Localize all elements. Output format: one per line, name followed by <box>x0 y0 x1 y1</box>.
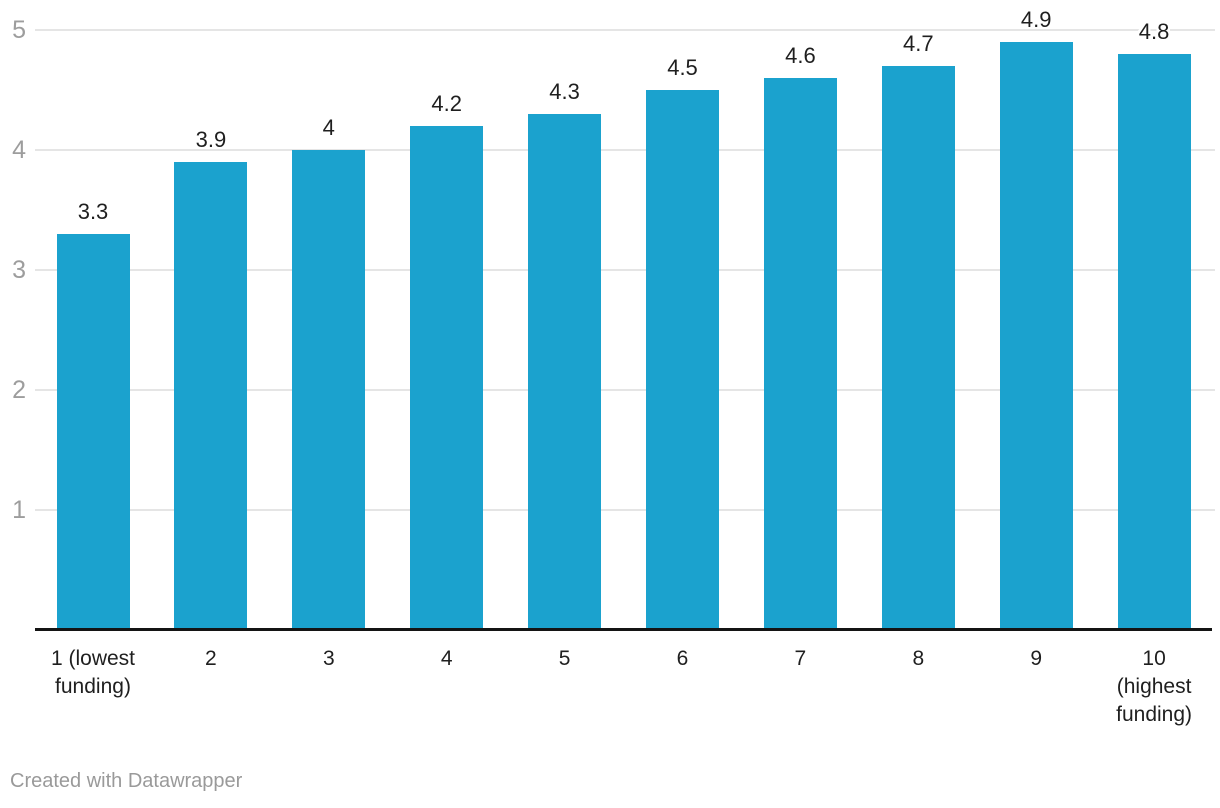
x-axis-label: 9 <box>961 645 1111 673</box>
bar <box>410 126 484 630</box>
x-axis-label-line: 4 <box>440 647 453 670</box>
bar <box>881 66 955 630</box>
bar <box>1117 54 1191 630</box>
bar-value-label: 4.9 <box>1020 7 1052 32</box>
x-axis-label-line: 5 <box>558 647 571 670</box>
x-axis-label-line: 9 <box>1030 647 1043 670</box>
x-axis-label-line: 10 <box>1142 647 1166 670</box>
bar <box>174 162 248 630</box>
bar-value-label: 4 <box>322 115 335 140</box>
y-tick-label: 1 <box>12 496 26 524</box>
y-gridline <box>35 29 1215 31</box>
bar-value-label: 3.9 <box>195 127 227 152</box>
bar <box>528 114 602 630</box>
x-axis-label-line: 2 <box>205 647 217 670</box>
bar-value-label: 4.8 <box>1138 19 1170 44</box>
x-axis-label: 7 <box>725 645 875 673</box>
y-gridline <box>35 269 1215 271</box>
bar-value-label: 4.5 <box>667 55 698 80</box>
x-axis-label: 8 <box>843 645 993 673</box>
y-tick-label: 4 <box>12 136 26 164</box>
x-axis-label: 4 <box>372 645 522 673</box>
x-axis-label-line: funding) <box>1116 703 1193 726</box>
y-gridline <box>35 149 1215 151</box>
y-tick-label: 3 <box>12 256 26 284</box>
x-axis-label-line: (highest <box>1116 675 1192 698</box>
bar <box>999 42 1073 630</box>
bar <box>56 234 130 630</box>
x-axis-label-line: 3 <box>322 647 335 670</box>
x-axis-label-line: 1 (lowest <box>50 647 136 670</box>
y-tick-label: 5 <box>12 16 26 44</box>
bar-value-label: 4.2 <box>431 91 462 116</box>
bar-value-label: 4.3 <box>549 79 580 104</box>
plot-area: 1 2 3 4 5 3.3 1 (lowest funding) 3.9 2 4 3 4.2 4 4.3 5 4… <box>12 7 1220 729</box>
datawrapper-credit-link[interactable]: Created with Datawrapper <box>10 770 243 792</box>
x-axis-label: 2 <box>136 645 286 673</box>
x-axis-label: 1 (lowest funding) <box>18 645 168 701</box>
x-axis-label: 10 (highest funding) <box>1079 645 1220 729</box>
x-axis-line <box>35 628 1212 631</box>
y-gridline <box>35 509 1215 511</box>
x-axis-label: 6 <box>608 645 758 673</box>
bar-value-label: 3.3 <box>77 199 109 224</box>
x-axis-label: 3 <box>254 645 404 673</box>
bar <box>292 150 366 630</box>
x-axis-label-line: 6 <box>676 647 689 670</box>
x-axis-label-line: 8 <box>912 647 925 670</box>
bar-value-label: 4.7 <box>903 31 934 56</box>
x-axis-label: 5 <box>490 645 640 673</box>
y-gridline <box>35 389 1215 391</box>
x-axis-label-line: funding) <box>55 675 131 698</box>
x-axis-label-line: 7 <box>794 647 807 670</box>
bar <box>763 78 837 630</box>
bar-value-label: 4.6 <box>785 43 816 68</box>
y-tick-label: 2 <box>12 376 26 404</box>
bar <box>646 90 719 630</box>
